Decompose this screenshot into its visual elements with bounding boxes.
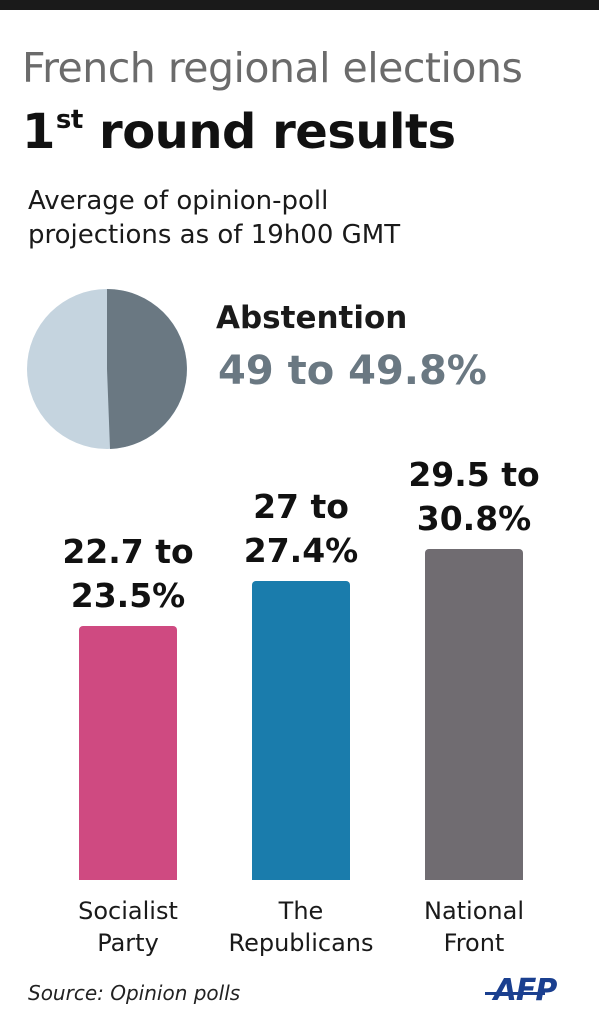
subtitle-number: 1	[22, 104, 55, 160]
abstention-value: 49 to 49.8%	[218, 348, 487, 394]
abstention-pie	[27, 289, 187, 449]
bar-value-line: 23.5%	[70, 576, 186, 616]
category-label-line: The	[278, 897, 324, 925]
description-line-1: Average of opinion-poll	[28, 186, 329, 216]
bar-value-label: 29.5 to 30.8%	[364, 453, 584, 541]
chart-description: Average of opinion-poll projections as o…	[28, 184, 548, 252]
top-bar	[0, 0, 599, 10]
subtitle-ordinal: st	[55, 105, 83, 135]
logo-text: AFP	[492, 973, 558, 1008]
category-label-line: Socialist	[78, 897, 178, 925]
bar-value-label: 22.7 to 23.5%	[18, 530, 238, 618]
category-label-line: Front	[443, 929, 505, 957]
category-label: National Front	[379, 895, 569, 959]
bar-value-line: 22.7 to	[62, 532, 194, 572]
category-label-line: Party	[97, 929, 159, 957]
category-label-line: National	[423, 897, 524, 925]
category-label-line: Republicans	[228, 929, 374, 957]
bar-value-line: 30.8%	[416, 499, 532, 538]
afp-logo: AFP	[485, 973, 558, 1008]
bar-value-line: 29.5 to	[408, 455, 540, 494]
category-label: The Republicans	[206, 895, 396, 959]
bar-2	[252, 581, 350, 880]
abstention-label: Abstention	[216, 300, 408, 336]
bar-3	[425, 549, 523, 880]
bar-value-label: 27 to 27.4%	[191, 485, 411, 573]
chart-title: French regional elections	[22, 44, 523, 92]
source-note: Source: Opinion polls	[28, 981, 241, 1005]
subtitle-text: round results	[82, 104, 456, 160]
bar-value-line: 27 to	[253, 487, 349, 527]
chart-subtitle: 1st round results	[22, 104, 456, 160]
pie-slice-abstention	[107, 289, 187, 449]
logo-swoosh	[485, 992, 545, 995]
description-line-2: projections as of 19h00 GMT	[28, 220, 401, 250]
bar-value-line: 27.4%	[243, 531, 359, 571]
bar-1	[79, 626, 177, 880]
category-label: Socialist Party	[33, 895, 223, 959]
